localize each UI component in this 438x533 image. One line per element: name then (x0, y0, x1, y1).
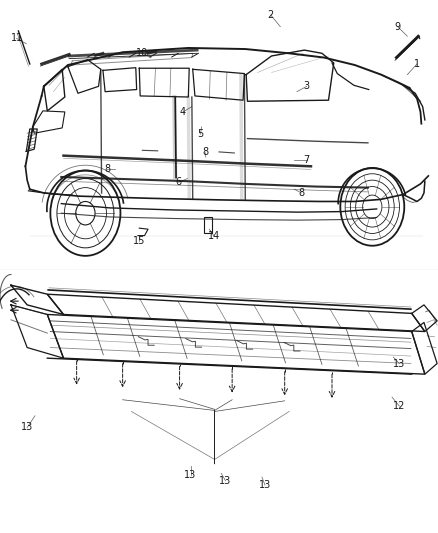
Text: 8: 8 (298, 188, 304, 198)
Text: 7: 7 (304, 155, 310, 165)
Bar (204, 217, 212, 233)
Text: 14: 14 (208, 231, 220, 240)
Text: 12: 12 (393, 401, 406, 411)
Text: 13: 13 (21, 423, 33, 432)
Text: 2: 2 (268, 10, 274, 20)
Text: 3: 3 (304, 82, 310, 91)
Text: 15: 15 (133, 236, 145, 246)
Text: 1: 1 (414, 59, 420, 69)
Text: 13: 13 (184, 471, 197, 480)
Text: 6: 6 (176, 177, 182, 187)
Text: 9: 9 (395, 22, 401, 31)
Text: 13: 13 (219, 476, 232, 486)
Text: 13: 13 (259, 480, 271, 490)
Text: 5: 5 (198, 130, 204, 139)
Text: 13: 13 (393, 359, 406, 368)
Text: 8: 8 (202, 147, 208, 157)
Text: 10: 10 (136, 49, 148, 58)
Text: 11: 11 (11, 34, 23, 43)
Text: 4: 4 (180, 107, 186, 117)
Text: 8: 8 (104, 165, 110, 174)
